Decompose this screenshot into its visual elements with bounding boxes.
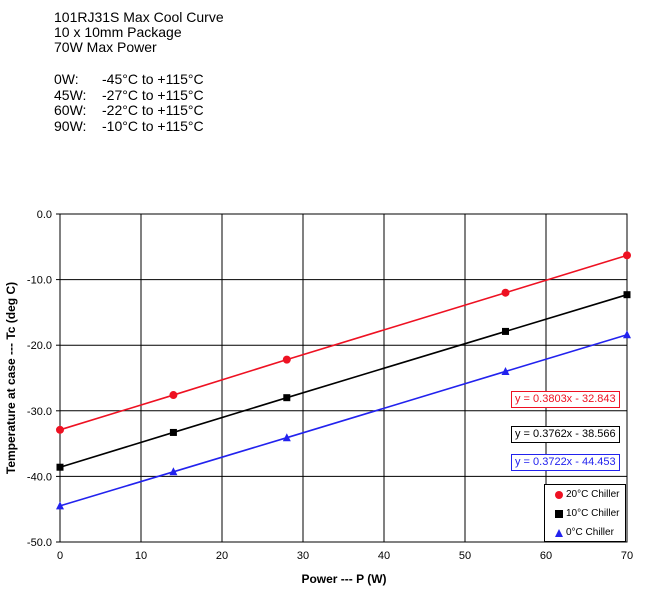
spec-range: -10°C to +115°C xyxy=(102,117,204,134)
x-axis-title: Power --- P (W) xyxy=(301,572,386,586)
circle-marker-icon xyxy=(555,490,563,499)
y-tick-label: -10.0 xyxy=(27,275,52,287)
x-tick-label: 20 xyxy=(216,550,228,562)
chart-grid xyxy=(56,213,628,543)
data-point xyxy=(623,330,631,339)
spec-range: -22°C to +115°C xyxy=(102,102,204,118)
data-point xyxy=(56,425,64,434)
y-axis-title: Temperature at case --- Tc (deg C) xyxy=(4,282,18,474)
chart-series xyxy=(56,251,631,510)
header-package: 10 x 10mm Package xyxy=(54,24,182,40)
data-point xyxy=(169,428,177,436)
data-point xyxy=(56,463,64,471)
legend-label: 0°C Chiller xyxy=(566,527,614,538)
data-point xyxy=(501,288,510,297)
data-point xyxy=(169,467,178,476)
spec-power: 45W: xyxy=(54,86,87,103)
spec-power: 90W: xyxy=(54,117,87,134)
x-tick-label: 60 xyxy=(540,550,552,562)
spec-row: 45W: -27°C to +115°C xyxy=(54,86,204,104)
data-point xyxy=(283,394,291,402)
legend-label: 10°C Chiller xyxy=(566,508,620,519)
spec-range: -27°C to +115°C xyxy=(102,86,204,103)
y-tick-label: -30.0 xyxy=(27,406,52,418)
legend-label: 20°C Chiller xyxy=(566,489,620,500)
x-tick-label: 30 xyxy=(297,550,309,562)
equation-10c: y = 0.3762x - 38.566 xyxy=(511,426,620,443)
x-tick-label: 10 xyxy=(135,550,147,562)
data-point xyxy=(623,291,631,299)
header-title: 101RJ31S Max Cool Curve xyxy=(54,9,224,25)
square-marker-icon xyxy=(555,509,563,518)
spec-row: 0W: -45°C to +115°C xyxy=(54,71,204,88)
data-point xyxy=(282,433,291,442)
data-point xyxy=(282,355,291,364)
legend-item-10c: 10°C Chiller xyxy=(545,504,625,523)
y-tick-label: 0.0 xyxy=(37,209,52,221)
equation-20c: y = 0.3803x - 32.843 xyxy=(511,391,620,408)
data-point xyxy=(501,366,510,375)
y-tick-label: -20.0 xyxy=(27,340,52,352)
y-tick-label: -50.0 xyxy=(27,537,52,549)
y-tick-label: -40.0 xyxy=(27,471,52,483)
spec-range: -45°C to +115°C xyxy=(102,71,204,87)
data-point xyxy=(56,501,64,510)
x-tick-label: 50 xyxy=(459,550,471,562)
equation-0c: y = 0.3722x - 44.453 xyxy=(511,454,620,471)
plot-area xyxy=(59,213,628,543)
spec-power: 0W: xyxy=(54,71,79,87)
chart-header: 101RJ31S Max Cool Curve 10 x 10mm Packag… xyxy=(54,10,224,55)
chart-legend: 20°C Chiller 10°C Chiller 0°C Chiller xyxy=(544,484,626,542)
spec-row: 60W: -22°C to +115°C xyxy=(54,102,204,119)
data-point xyxy=(169,391,178,400)
triangle-marker-icon xyxy=(555,528,563,537)
header-max-power: 70W Max Power xyxy=(54,39,157,55)
spec-table: 0W: -45°C to +115°C 45W: -27°C to +115°C… xyxy=(54,71,204,135)
data-point xyxy=(502,327,509,335)
chart-ticks: 0 10 20 30 40 50 60 70 0.0 -10.0 -20.0 -30.0 -40.0 -5… xyxy=(27,209,633,562)
spec-row: 90W: -10°C to +115°C xyxy=(54,117,204,135)
legend-item-20c: 20°C Chiller xyxy=(545,485,625,504)
spec-power: 60W: xyxy=(54,102,87,118)
x-tick-label: 40 xyxy=(378,550,390,562)
x-tick-label: 70 xyxy=(621,550,633,562)
x-tick-label: 0 xyxy=(57,550,63,562)
legend-item-0c: 0°C Chiller xyxy=(545,523,625,542)
data-point xyxy=(623,251,631,260)
